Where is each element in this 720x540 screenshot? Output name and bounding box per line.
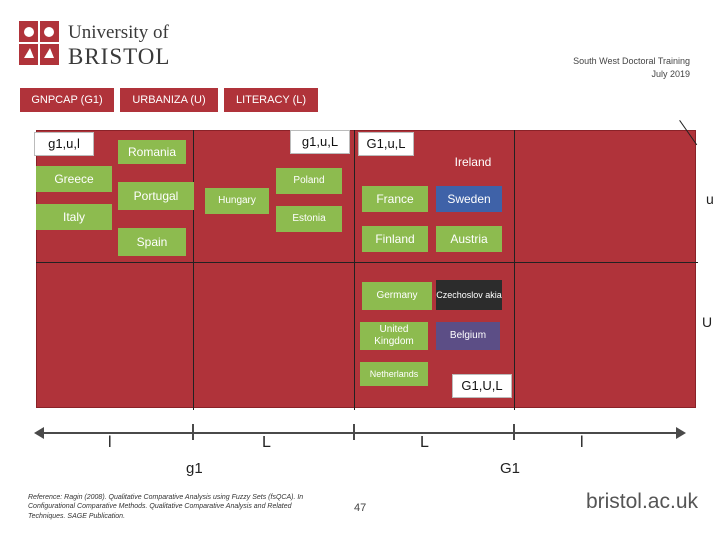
left-arrow-icon [34, 427, 44, 439]
country-germany: Germany [362, 282, 432, 310]
country-estonia: Estonia [276, 206, 342, 232]
university-name-line2: BRISTOL [68, 44, 171, 69]
axis-l-mark-1: l [108, 434, 112, 451]
config-top-left: g1,u,l [34, 132, 94, 156]
axis-g1-upper: G1 [500, 460, 521, 477]
config-top-mid: g1,u,L [290, 130, 350, 154]
axis-u-upper: U [702, 314, 713, 330]
axis-tick-1 [192, 424, 194, 440]
country-belgium: Belgium [436, 322, 500, 350]
quadrant-field [36, 130, 696, 408]
axis-u-lower: u [706, 191, 714, 207]
tab-urbaniza: URBANIZA (U) [120, 88, 218, 112]
country-netherlands: Netherlands [360, 362, 428, 386]
axis-tick-2 [353, 424, 355, 440]
country-portugal: Portugal [118, 182, 194, 210]
country-romania: Romania [118, 140, 186, 164]
horizontal-divider [36, 262, 698, 263]
crest-icon [19, 21, 59, 65]
university-name-line1: University of [68, 22, 169, 43]
vertical-divider-right [514, 130, 515, 410]
axis-l-mark-3: L [420, 434, 429, 451]
country-austria: Austria [436, 226, 502, 252]
tab-gnpcap: GNPCAP (G1) [20, 88, 114, 112]
country-poland: Poland [276, 168, 342, 194]
right-arrow-icon [676, 427, 686, 439]
program-title: South West Doctoral Training [573, 56, 690, 66]
country-finland: Finland [362, 226, 428, 252]
axis-g1-lower: g1 [186, 460, 203, 477]
country-united-kingdom: United Kingdom [360, 322, 428, 350]
axis-l-mark-4: l [580, 434, 584, 451]
reference-line-3: Techniques. SAGE Publication. [28, 512, 126, 520]
page-number: 47 [354, 502, 367, 514]
site-url: bristol.ac.uk [585, 490, 698, 513]
country-france: France [362, 186, 428, 212]
axis-l-mark-2: L [262, 434, 271, 451]
header-right: South West Doctoral Training July 2019 [573, 55, 690, 80]
country-ireland: Ireland [440, 150, 506, 174]
axis-tick-3 [513, 424, 515, 440]
university-logo: University of BRISTOL [18, 20, 178, 70]
country-hungary: Hungary [205, 188, 269, 214]
config-bottom-right: G1,U,L [452, 374, 512, 398]
reference-line-1: Reference: Ragin (2008). Qualitative Com… [28, 494, 304, 501]
config-top-right: G1,u,L [358, 132, 414, 156]
reference-line-2: Configurational Comparative Methods. Qua… [28, 503, 292, 511]
country-spain: Spain [118, 228, 186, 256]
axis-line [40, 432, 680, 434]
tab-literacy: LITERACY (L) [224, 88, 318, 112]
country-sweden: Sweden [436, 186, 502, 212]
date: July 2019 [651, 68, 690, 79]
vertical-divider-mid [354, 130, 355, 410]
vertical-divider-left [193, 130, 194, 410]
country-czechoslovakia: Czechoslov akia [436, 280, 502, 310]
reference-text: Reference: Ragin (2008). Qualitative Com… [28, 493, 328, 521]
country-italy: Italy [36, 204, 112, 230]
country-greece: Greece [36, 166, 112, 192]
